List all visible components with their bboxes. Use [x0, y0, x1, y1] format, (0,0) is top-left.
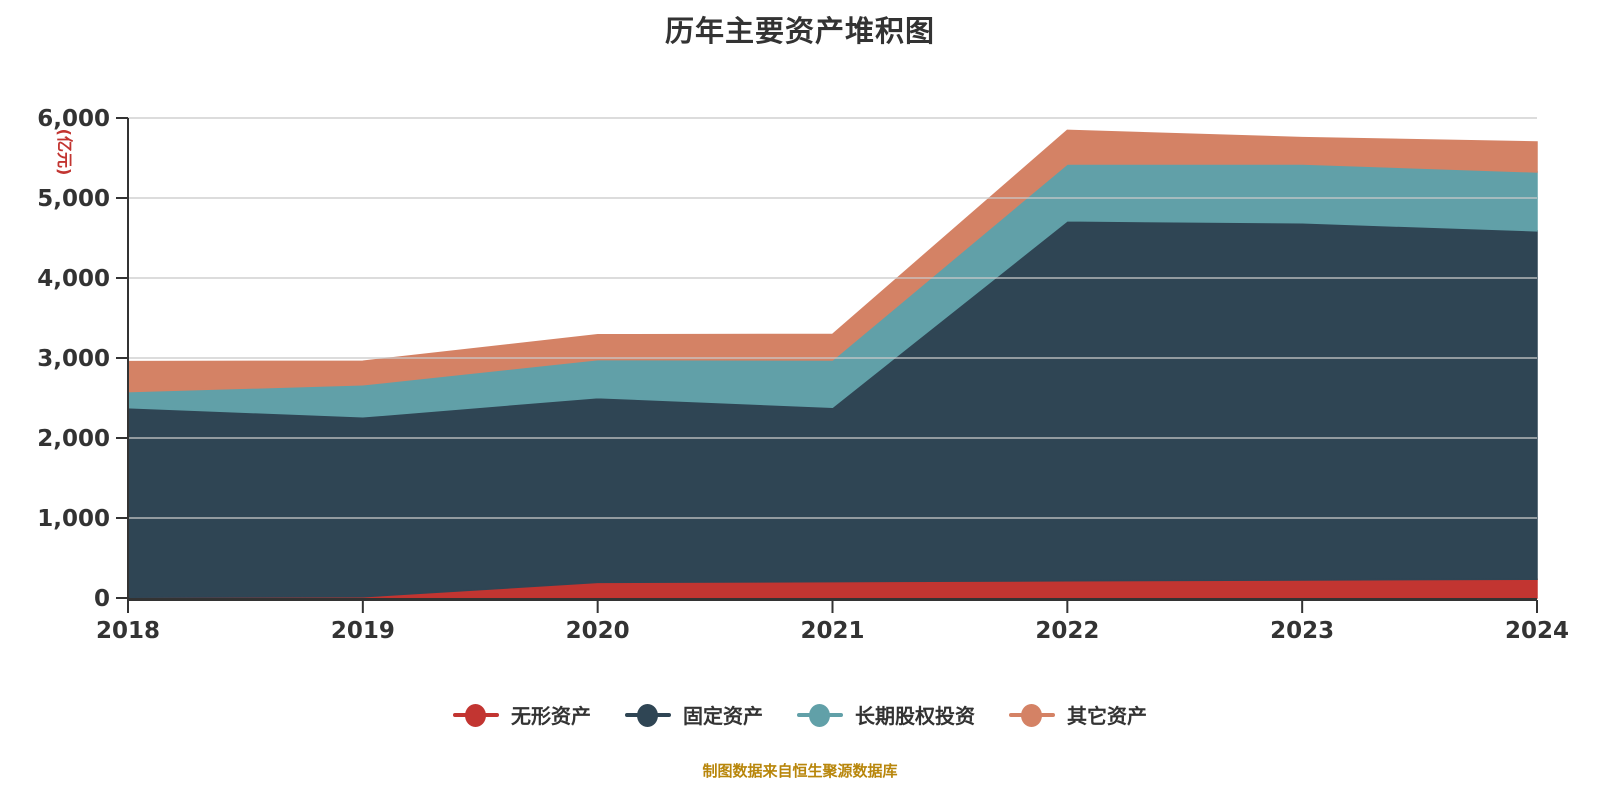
y-tick-label: 6,000	[37, 106, 110, 132]
legend-line-marker-icon	[797, 703, 843, 727]
y-tick-label: 4,000	[37, 266, 110, 292]
x-tick-label: 2021	[800, 618, 864, 644]
legend-label: 长期股权投资	[855, 704, 975, 728]
chart-title: 历年主要资产堆积图	[664, 14, 935, 48]
legend-dot-icon	[1021, 703, 1042, 727]
y-tick-label: 2,000	[37, 426, 110, 452]
x-tick-label: 2018	[96, 618, 160, 644]
legend-item-2[interactable]: 长期股权投资	[797, 700, 975, 729]
area-series-3-其它资产	[127, 129, 1538, 393]
legend-item-3[interactable]: 其它资产	[1009, 700, 1147, 729]
legend-label: 固定资产	[683, 704, 763, 728]
legend: 无形资产 固定资产 长期股权投资 其它资产	[0, 700, 1600, 729]
legend-line-marker-icon	[1009, 703, 1055, 727]
x-tick-label: 2023	[1270, 618, 1334, 644]
x-tick-label: 2019	[331, 618, 395, 644]
legend-line-marker-icon	[453, 703, 499, 727]
legend-line-marker-icon	[625, 703, 671, 727]
x-tick-label: 2022	[1035, 618, 1099, 644]
legend-label: 其它资产	[1067, 704, 1147, 728]
legend-dot-icon	[637, 703, 658, 727]
y-tick-label: 1,000	[37, 506, 110, 532]
x-tick-label: 2024	[1505, 618, 1569, 644]
y-tick-label: 0	[94, 586, 110, 612]
legend-dot-icon	[465, 703, 486, 727]
legend-item-0[interactable]: 无形资产	[453, 700, 591, 729]
legend-dot-icon	[809, 703, 830, 727]
legend-label: 无形资产	[511, 704, 591, 728]
y-tick-label: 5,000	[37, 186, 110, 212]
data-source-caption: 制图数据来自恒生聚源数据库	[702, 762, 898, 780]
legend-item-1[interactable]: 固定资产	[625, 700, 763, 729]
y-tick-label: 3,000	[37, 346, 110, 372]
x-tick-label: 2020	[566, 618, 630, 644]
